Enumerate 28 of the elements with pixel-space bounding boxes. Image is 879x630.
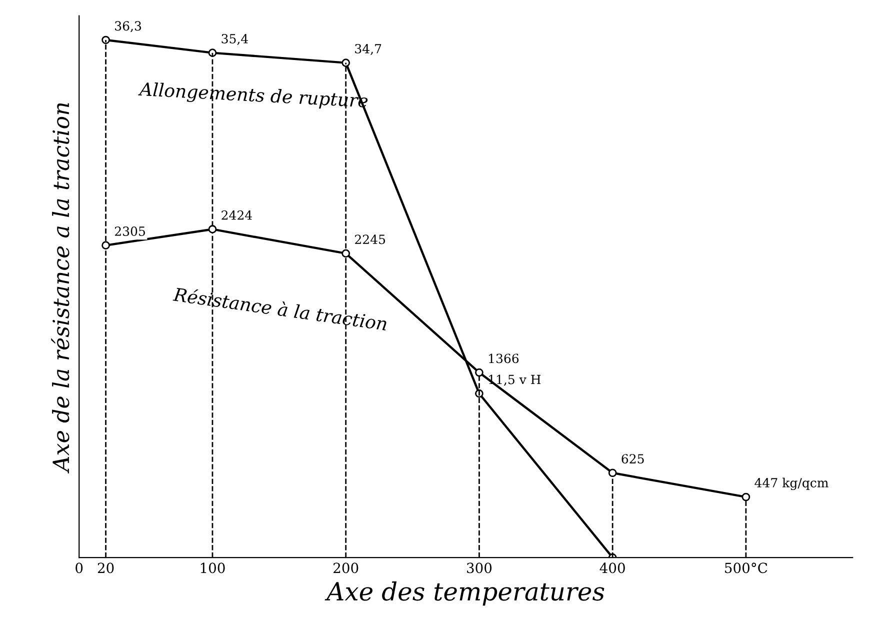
data-label: 2305 xyxy=(114,226,145,236)
x-tick-label: 100 xyxy=(200,562,225,574)
x-tick-label: 400 xyxy=(600,562,625,574)
point xyxy=(208,225,217,234)
x-tick-label: 0 xyxy=(76,562,83,574)
x-tick-label: 300 xyxy=(467,562,492,574)
point xyxy=(342,58,350,67)
y-axis-title: Axe de la résistance a la traction xyxy=(51,103,70,474)
point xyxy=(102,241,110,250)
data-label: 2424 xyxy=(222,210,252,220)
x-tick-label: 20 xyxy=(98,562,114,574)
x-tick-label: 200 xyxy=(334,562,358,574)
data-label: 1366 xyxy=(489,354,519,364)
data-label: 2245 xyxy=(355,234,386,244)
data-label: 35,4 xyxy=(222,34,248,45)
x-tick-label: 500°C xyxy=(725,562,768,574)
data-label: 36,3 xyxy=(115,21,142,32)
data-label: 447 kg/qcm xyxy=(754,478,828,490)
series-label: Allongements de rupture xyxy=(138,82,368,112)
data-label: 625 xyxy=(622,454,644,464)
text: Résistance à la traction xyxy=(172,286,388,331)
point xyxy=(342,249,350,258)
data-label: 34,7 xyxy=(355,44,382,55)
point xyxy=(608,468,617,478)
point xyxy=(208,48,217,57)
point xyxy=(475,368,484,377)
point xyxy=(742,492,750,502)
x-axis-title: Axe des temperatures xyxy=(324,581,604,606)
